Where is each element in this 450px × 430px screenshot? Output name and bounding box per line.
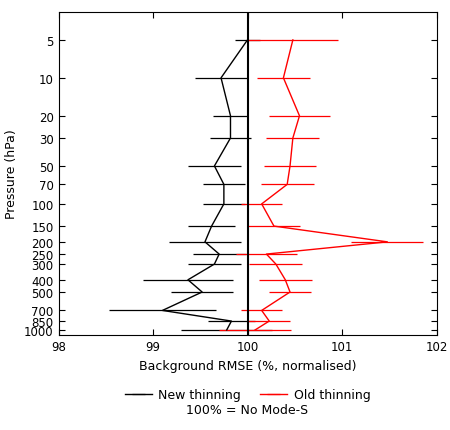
Legend: New thinning, Old thinning: New thinning, Old thinning — [120, 384, 375, 406]
X-axis label: Background RMSE (%, normalised): Background RMSE (%, normalised) — [139, 359, 356, 372]
Text: 100% = No Mode-S: 100% = No Mode-S — [186, 403, 309, 416]
Y-axis label: Pressure (hPa): Pressure (hPa) — [5, 129, 18, 219]
